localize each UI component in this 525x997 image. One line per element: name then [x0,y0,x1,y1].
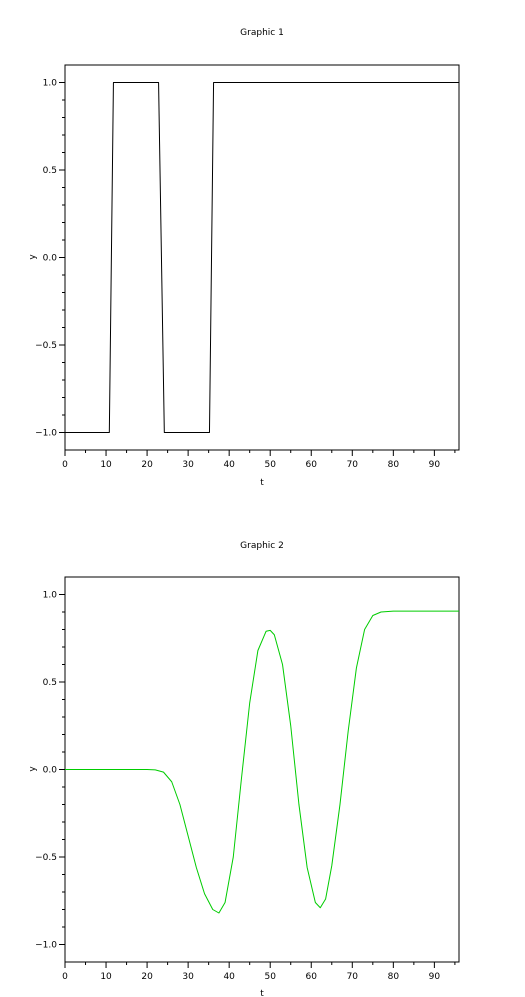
x-tick-label: 30 [182,972,194,982]
chart-graphic-1: Graphic 1 0 10 20 30 40 50 60 70 80 90 −1.0 −0.5 0.0… [28,28,460,488]
y-tick-label: 1.0 [43,79,58,89]
x-tick-label: 60 [306,460,318,470]
x-tick-label: 60 [306,972,318,982]
x-tick-label: 90 [429,972,441,982]
y-tick-label: 0.0 [43,766,58,776]
x-tick-label: 70 [347,972,359,982]
x-tick-label: 80 [388,460,400,470]
x-tick-label: 80 [388,972,400,982]
x-axis-label: t [260,989,264,997]
y-tick-label: 0.5 [43,166,57,176]
series-line [65,82,459,433]
series-line [65,610,459,914]
y-tick-label: −1.0 [35,941,57,951]
y-axis-label: y [28,254,38,260]
y-tick-label: −0.5 [35,853,57,863]
y-tick-label: 0.0 [43,254,58,264]
x-tick-label: 10 [100,972,112,982]
chart-graphic-2: Graphic 2 0 10 20 30 40 50 60 70 80 90 −1.0 −0.5 0.0… [28,541,460,997]
chart-title: Graphic 2 [240,541,284,551]
series-layer [65,610,459,914]
y-tick-label: 0.5 [43,678,57,688]
y-tick-label: −0.5 [35,341,57,351]
x-tick-label: 90 [429,460,441,470]
x-axis-label: t [260,478,264,488]
x-tick-label: 20 [141,972,153,982]
x-tick-label: 20 [141,460,153,470]
y-tick-label: 1.0 [43,591,58,601]
x-tick-label: 40 [223,460,235,470]
axis-ticks: 0 10 20 30 40 50 60 70 80 90 −1.0 −0.5 0.0 0.5 1.0 [35,79,456,470]
x-tick-label: 0 [62,972,68,982]
x-tick-label: 40 [223,972,235,982]
x-tick-label: 30 [182,460,194,470]
plot-frame [64,64,460,451]
x-tick-label: 50 [264,460,276,470]
x-tick-label: 50 [264,972,276,982]
x-tick-label: 0 [62,460,68,470]
y-tick-label: −1.0 [35,429,57,439]
axis-ticks: 0 10 20 30 40 50 60 70 80 90 −1.0 −0.5 0.0 0.5 1.0 [35,591,456,982]
y-axis-label: y [28,766,38,772]
x-tick-label: 10 [100,460,112,470]
x-tick-label: 70 [347,460,359,470]
series-layer [65,82,459,433]
chart-title: Graphic 1 [240,28,284,38]
